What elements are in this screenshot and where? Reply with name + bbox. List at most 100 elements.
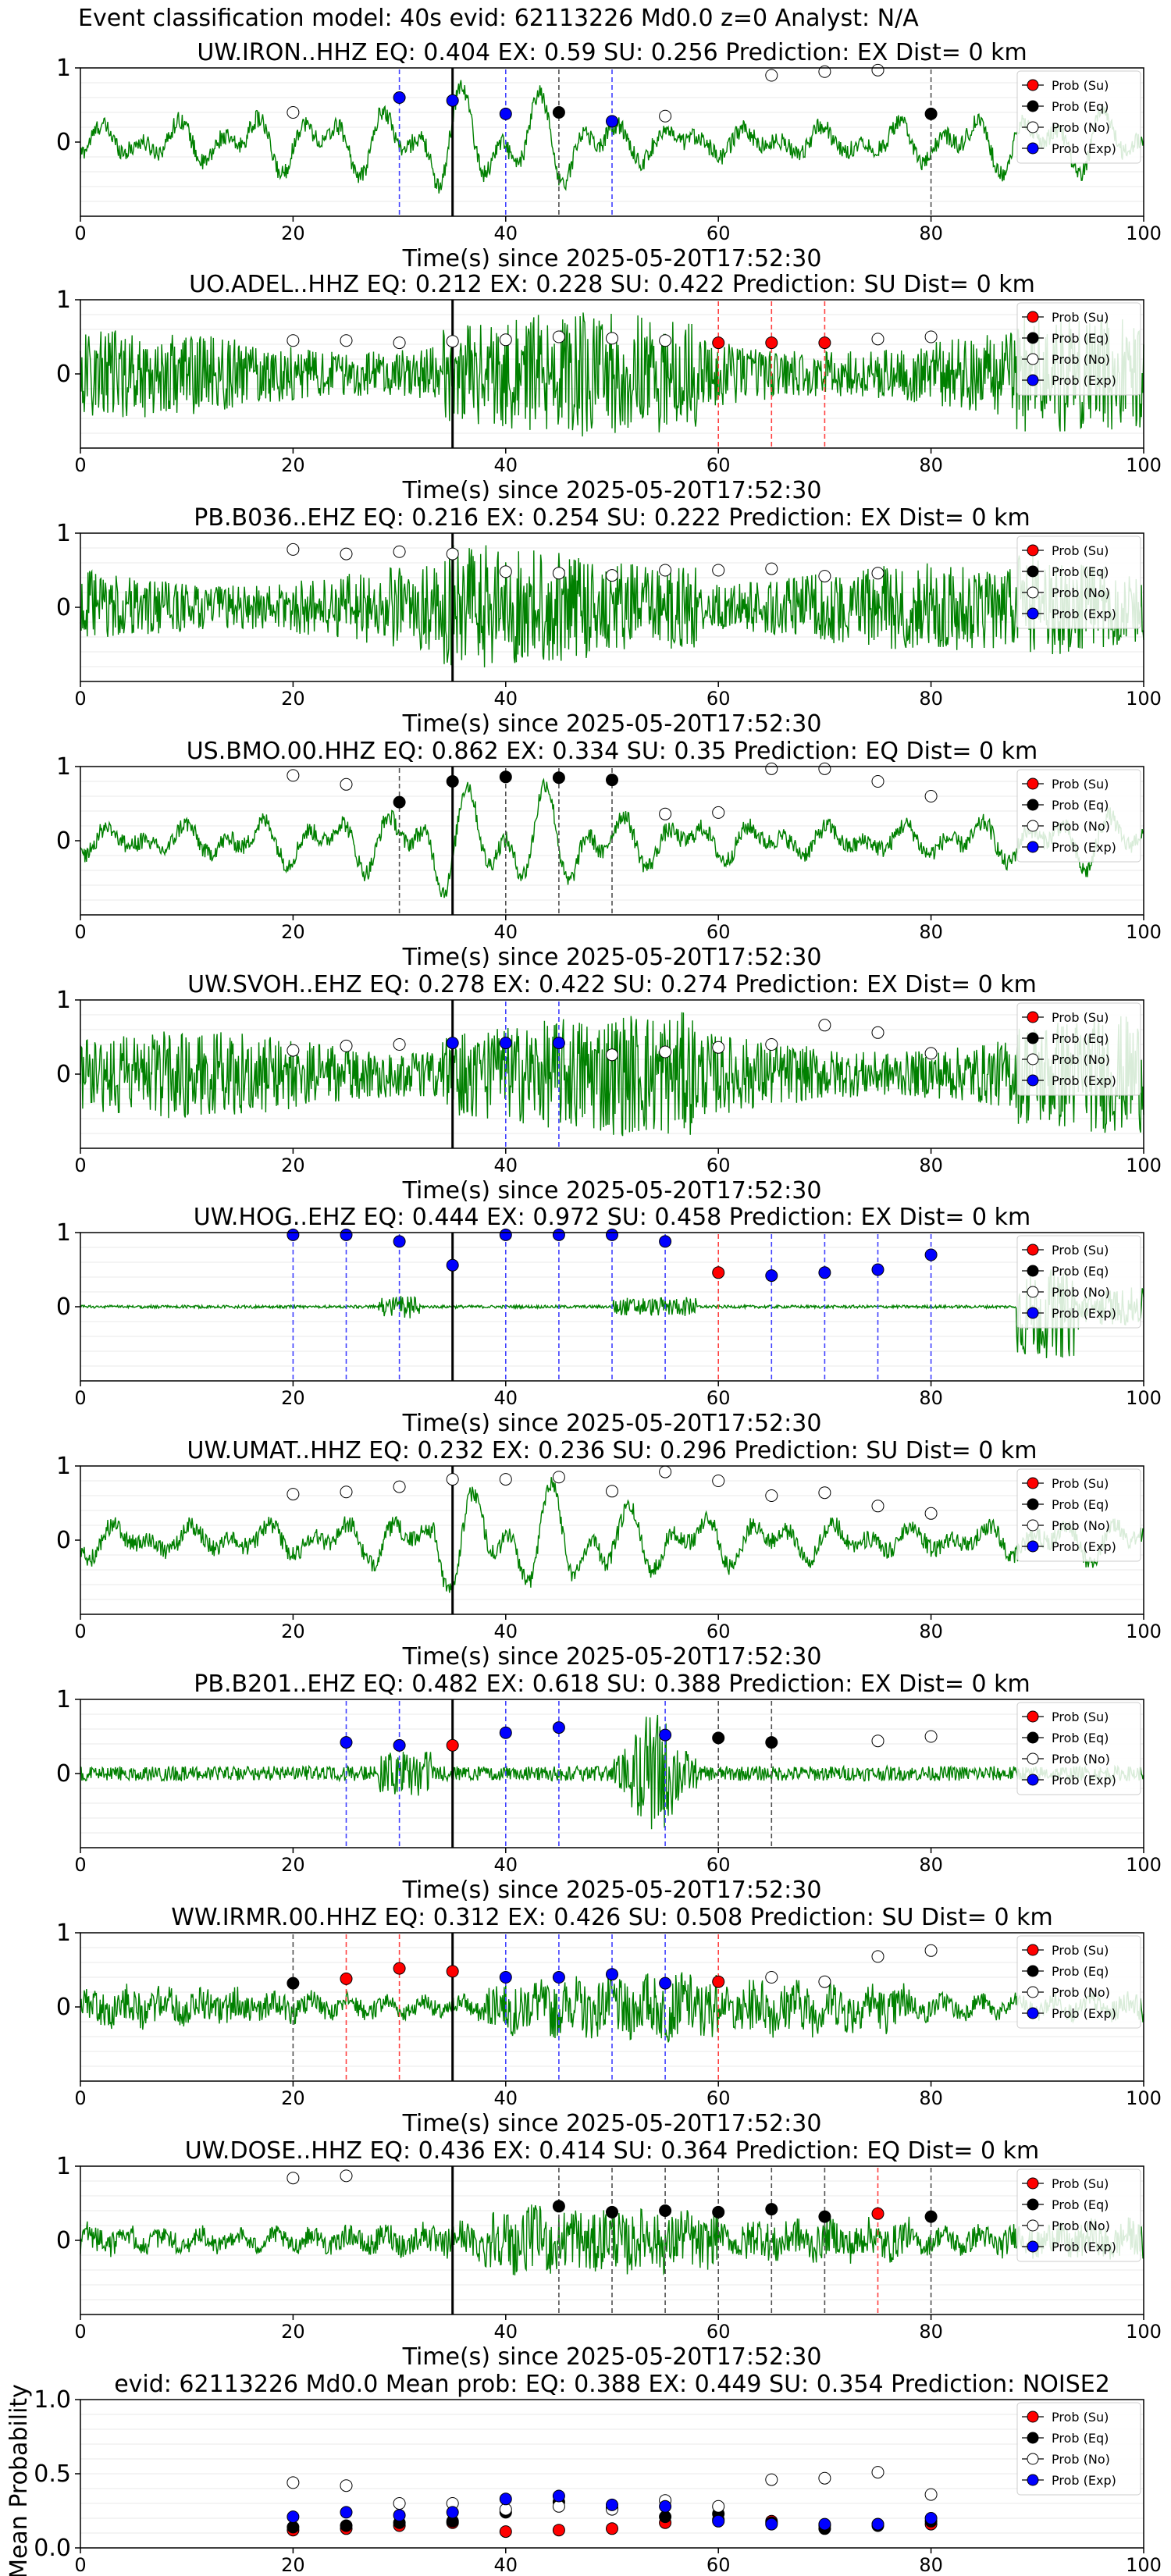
panel-title: UW.UMAT..HHZ EQ: 0.232 EX: 0.236 SU: 0.2… bbox=[187, 1437, 1038, 1464]
x-tick-label: 100 bbox=[1126, 1387, 1162, 1409]
y-tick-label: 1 bbox=[56, 1219, 71, 1247]
prob-point-su bbox=[712, 1975, 725, 1988]
mean-prob-point-eq bbox=[659, 2510, 672, 2524]
mean-prob-point-no bbox=[393, 2497, 406, 2510]
prob-point-no bbox=[659, 109, 672, 123]
legend-marker-su bbox=[1027, 1477, 1039, 1489]
legend-entry: Prob (Exp) bbox=[1052, 2240, 1116, 2254]
prob-point-exp bbox=[393, 1235, 406, 1248]
legend-box bbox=[1016, 1468, 1141, 1562]
prob-point-no bbox=[924, 1944, 938, 1957]
x-tick-label: 20 bbox=[281, 454, 305, 476]
y-tick-label: 0 bbox=[56, 1293, 71, 1321]
legend-entry: Prob (No) bbox=[1052, 1752, 1110, 1767]
x-tick-label: 20 bbox=[281, 1387, 305, 1409]
prob-point-no bbox=[659, 1465, 672, 1478]
prob-point-exp bbox=[393, 1738, 406, 1752]
panel-title: PB.B201..EHZ EQ: 0.482 EX: 0.618 SU: 0.3… bbox=[194, 1670, 1030, 1698]
legend-marker-eq bbox=[1027, 100, 1039, 112]
legend-entry: Prob (Eq) bbox=[1052, 1031, 1109, 1046]
prob-point-no bbox=[818, 762, 831, 775]
x-tick-label: 100 bbox=[1126, 222, 1162, 244]
x-axis-label: Time(s) since 2025-05-20T17:52:30 bbox=[402, 710, 822, 738]
prob-point-no bbox=[340, 2169, 353, 2183]
legend-marker-su bbox=[1027, 1244, 1039, 1256]
y-tick-label: 1 bbox=[56, 55, 71, 82]
prob-point-no bbox=[287, 543, 300, 556]
prob-point-exp bbox=[499, 1726, 512, 1739]
x-tick-label: 80 bbox=[919, 222, 943, 244]
panel-title: UW.HOG..EHZ EQ: 0.444 EX: 0.972 SU: 0.45… bbox=[194, 1204, 1031, 1231]
legend-entry: Prob (Eq) bbox=[1052, 1264, 1109, 1279]
mean-prob-point-no bbox=[871, 2466, 884, 2479]
legend-marker-no bbox=[1027, 1986, 1039, 1998]
legend-box bbox=[1016, 2402, 1141, 2496]
prob-point-exp bbox=[659, 1976, 672, 1990]
panel-2: UO.ADEL..HHZ EQ: 0.212 EX: 0.228 SU: 0.4… bbox=[56, 271, 1162, 504]
prob-point-eq bbox=[712, 1731, 725, 1745]
legend-wrap: Prob (Su) Prob (Eq) Prob (No) Prob (Exp) bbox=[1016, 1002, 1141, 1096]
legend-entry: Prob (Su) bbox=[1052, 543, 1109, 558]
panel-title: US.BMO.00.HHZ EQ: 0.862 EX: 0.334 SU: 0.… bbox=[187, 738, 1038, 765]
y-tick-label: 1 bbox=[56, 2153, 71, 2180]
mean-prob-point-exp bbox=[499, 2492, 512, 2506]
legend-entry: Prob (Eq) bbox=[1052, 2431, 1109, 2446]
legend-entry: Prob (Eq) bbox=[1052, 1964, 1109, 1979]
prob-point-no bbox=[499, 1473, 512, 1486]
x-axis-label: Time(s) since 2025-05-20T17:52:30 bbox=[402, 2343, 822, 2371]
x-tick-label: 80 bbox=[919, 1621, 943, 1642]
panel-1: UW.IRON..HHZ EQ: 0.404 EX: 0.59 SU: 0.25… bbox=[56, 39, 1162, 272]
x-tick-label: 40 bbox=[494, 1621, 518, 1642]
y-tick-label: 0 bbox=[56, 1527, 71, 1554]
prob-point-eq bbox=[818, 2210, 831, 2223]
prob-point-su bbox=[712, 336, 725, 350]
prob-point-no bbox=[924, 1507, 938, 1520]
legend-wrap: Prob (Su) Prob (Eq) Prob (No) Prob (Exp) bbox=[1016, 70, 1141, 164]
mean-prob-point-exp bbox=[871, 2517, 884, 2531]
legend-marker-eq bbox=[1027, 565, 1039, 578]
prob-point-no bbox=[499, 333, 512, 347]
prob-point-no bbox=[818, 65, 831, 78]
legend: Prob (Su) Prob (Eq) Prob (No) Prob (Exp) bbox=[1016, 1468, 1141, 1562]
legend: Prob (Su) Prob (Eq) Prob (No) Prob (Exp) bbox=[1016, 535, 1141, 629]
legend-entry: Prob (Exp) bbox=[1052, 141, 1116, 156]
legend-entry: Prob (Su) bbox=[1052, 2410, 1109, 2425]
prob-point-eq bbox=[393, 795, 406, 809]
legend-marker-no bbox=[1027, 820, 1039, 832]
x-tick-label: 40 bbox=[494, 688, 518, 710]
legend-marker-su bbox=[1027, 2411, 1039, 2423]
prob-point-no bbox=[871, 1950, 884, 1963]
mean-prob-point-exp bbox=[393, 2509, 406, 2522]
legend-entry: Prob (Eq) bbox=[1052, 2197, 1109, 2212]
legend: Prob (Su) Prob (Eq) Prob (No) Prob (Exp) bbox=[1016, 1235, 1141, 1329]
prob-point-no bbox=[393, 336, 406, 350]
mean-prob-point-no bbox=[924, 2488, 938, 2501]
x-tick-label: 100 bbox=[1126, 1155, 1162, 1176]
x-tick-label: 20 bbox=[281, 1854, 305, 1876]
x-tick-label: 60 bbox=[707, 1621, 731, 1642]
prob-point-no bbox=[712, 1041, 725, 1054]
prob-point-no bbox=[871, 1500, 884, 1513]
panel-title: UW.SVOH..EHZ EQ: 0.278 EX: 0.422 SU: 0.2… bbox=[187, 971, 1037, 998]
legend-box bbox=[1016, 769, 1141, 863]
prob-point-no bbox=[871, 567, 884, 580]
prob-point-no bbox=[606, 1048, 618, 1062]
prob-point-eq bbox=[765, 2203, 778, 2216]
y-tick-label: 0 bbox=[56, 1994, 71, 2021]
waveform-trace bbox=[80, 545, 1144, 667]
prob-point-no bbox=[871, 63, 884, 76]
legend-box bbox=[1016, 1002, 1141, 1096]
legend-entry: Prob (Eq) bbox=[1052, 564, 1109, 579]
prob-point-exp bbox=[552, 1228, 565, 1241]
mean-prob-point-no bbox=[818, 2471, 831, 2485]
legend-entry: Prob (No) bbox=[1052, 2452, 1110, 2467]
legend-marker-exp bbox=[1027, 841, 1039, 853]
legend-marker-su bbox=[1027, 544, 1039, 557]
prob-point-exp bbox=[446, 94, 459, 107]
panel-title: PB.B036..EHZ EQ: 0.216 EX: 0.254 SU: 0.2… bbox=[194, 504, 1030, 532]
y-tick-label: 0 bbox=[56, 1760, 71, 1788]
mean-prob-point-no bbox=[287, 2476, 300, 2489]
prob-point-eq bbox=[606, 2205, 618, 2218]
x-tick-label: 40 bbox=[494, 1387, 518, 1409]
legend-marker-no bbox=[1027, 121, 1039, 133]
